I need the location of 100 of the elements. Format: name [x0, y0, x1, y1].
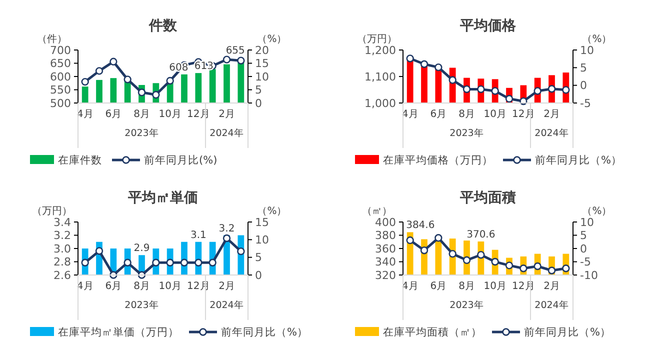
- point: [237, 56, 245, 64]
- y2-tick-label: 10: [580, 44, 594, 57]
- y-axis-title: （万円）: [357, 34, 397, 45]
- y2-tick-label: 0: [255, 96, 262, 110]
- y-tick-label: 700: [50, 44, 71, 57]
- point: [534, 262, 542, 270]
- point: [152, 258, 160, 266]
- point: [124, 258, 132, 266]
- point: [166, 76, 174, 85]
- point: [166, 258, 174, 266]
- chart-title: 平均価格: [459, 18, 517, 34]
- x-tick-label: 6月: [105, 281, 122, 292]
- text: 2023年: [450, 299, 484, 311]
- point: [81, 258, 89, 266]
- point: [208, 258, 216, 266]
- point: [222, 234, 231, 242]
- legend-label: 前年同月比（%）: [535, 154, 622, 167]
- point: [124, 76, 132, 84]
- text: 2024年: [534, 127, 569, 139]
- x-tick-label: 2月: [218, 281, 235, 292]
- point: [491, 258, 499, 266]
- text: 2024年: [210, 127, 244, 139]
- y-axis-title: （件）: [37, 34, 67, 45]
- point: [505, 262, 514, 270]
- legend-label: 在庫平均面積（㎡）: [383, 326, 482, 339]
- x-tick-label: 10月: [158, 281, 182, 292]
- text: 2023年: [124, 299, 159, 311]
- y2-axis-title: （%）: [257, 206, 287, 217]
- point: [194, 258, 202, 266]
- x-tick-label: 8月: [458, 281, 475, 292]
- y-tick-label: 320: [375, 268, 396, 282]
- point: [95, 67, 104, 75]
- point: [152, 90, 160, 99]
- point: [222, 56, 231, 64]
- text: 2024年: [534, 299, 569, 311]
- y-tick-label: 500: [50, 96, 71, 110]
- point: [548, 266, 556, 274]
- x-tick-label: 6月: [430, 281, 447, 292]
- y2-tick-label: 5: [255, 84, 262, 97]
- data-label: 3.1: [190, 230, 206, 241]
- data-label: 384.6: [406, 220, 435, 232]
- point: [505, 94, 514, 103]
- data-label: 3.2: [218, 223, 235, 234]
- y2-tick-label: -10: [580, 268, 598, 282]
- legend-label: 前年同月比（%）: [221, 326, 308, 339]
- y-tick-label: 1,000: [364, 96, 396, 110]
- y2-tick-label: 5: [255, 251, 262, 264]
- point: [520, 264, 528, 272]
- point: [462, 256, 471, 264]
- y-tick-label: 400: [375, 216, 396, 229]
- point: [420, 60, 428, 68]
- y2-axis-title: （%）: [582, 206, 612, 217]
- data-label: 2.9: [134, 243, 150, 254]
- point: [448, 76, 456, 84]
- y-axis-title: （㎡）: [362, 206, 392, 217]
- point: [180, 258, 188, 266]
- y2-tick-label: 0: [580, 79, 587, 92]
- point: [562, 264, 570, 272]
- y-tick-label: 380: [375, 229, 396, 242]
- y-tick-label: 1,200: [364, 44, 396, 57]
- point: [110, 58, 118, 66]
- point: [434, 63, 442, 72]
- y-tick-label: 600: [50, 70, 71, 84]
- legend-label: 在庫件数: [58, 154, 102, 167]
- point: [491, 87, 499, 95]
- y2-tick-label: 15: [255, 216, 269, 229]
- text: 2024年: [210, 299, 244, 311]
- legend-label: 在庫平均価格（万円）: [383, 154, 493, 167]
- y2-tick-label: 0: [580, 242, 587, 256]
- y-tick-label: 340: [375, 256, 396, 269]
- point: [562, 86, 570, 94]
- y-tick-label: 550: [50, 84, 71, 97]
- text: 2023年: [124, 127, 159, 139]
- y2-tick-label: 5: [580, 229, 587, 242]
- point: [548, 85, 556, 93]
- x-tick-label: 8月: [134, 109, 150, 120]
- x-tick-label: 8月: [134, 281, 150, 292]
- x-tick-label: 2月: [544, 281, 560, 292]
- point: [534, 87, 542, 95]
- y2-tick-label: 0: [255, 268, 262, 282]
- y2-tick-label: 10: [255, 70, 269, 84]
- point: [434, 234, 442, 242]
- y-tick-label: 2.6: [54, 268, 71, 282]
- x-tick-label: 2月: [544, 109, 560, 120]
- point: [138, 88, 146, 96]
- y2-axis-title: （%）: [257, 34, 287, 45]
- legend-label: 前年同月比（%）: [524, 326, 611, 339]
- chart-title: 件数: [148, 18, 178, 34]
- point: [448, 250, 456, 258]
- y2-tick-label: 15: [255, 57, 269, 70]
- legend-label: 前年同月比(%): [144, 154, 218, 167]
- chart-title: 平均面積: [459, 190, 516, 206]
- y-tick-label: 1,100: [364, 70, 396, 84]
- y-tick-label: 3.0: [54, 242, 71, 256]
- y2-axis-title: （%）: [582, 34, 612, 45]
- data-label: 655: [226, 46, 245, 57]
- y-axis-title: （万円）: [32, 206, 72, 217]
- y2-tick-label: 10: [580, 216, 594, 229]
- point: [237, 247, 245, 256]
- point: [95, 247, 104, 255]
